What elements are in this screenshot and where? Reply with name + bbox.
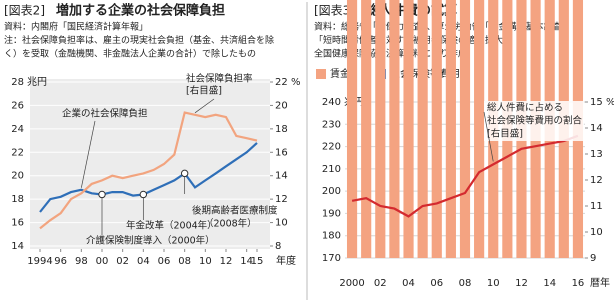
note: く）を受取（金融機関、非金融法人企業の合計）で除したもの: [4, 48, 256, 60]
y2-tick-label: 10: [275, 218, 288, 229]
y2-tick-label: 10: [590, 227, 603, 238]
x-tick-label: 10: [199, 256, 212, 267]
x-tick-label: 02: [116, 256, 129, 267]
y2-tick-label: 8: [275, 241, 281, 252]
note: 資料：内閣府「国民経済計算年報」: [4, 21, 148, 33]
note: 注：社会保障負担率は、雇主の現実社会負担（基金、共済組合を除: [4, 34, 274, 46]
y2-tick-label: 14: [590, 123, 603, 134]
y2-unit: %: [606, 97, 614, 108]
series-label: 企業の社会保障負担: [62, 108, 148, 120]
x-tick-label: 96: [54, 256, 67, 267]
x-tick-label: 02: [374, 278, 387, 289]
x-tick-label: 04: [402, 278, 415, 289]
y-tick-label: 190: [322, 208, 341, 219]
bar: [389, 0, 400, 258]
y2-tick-label: 22: [275, 77, 288, 88]
x-tick-label: 98: [75, 256, 88, 267]
event-label: （2008年）: [204, 218, 257, 230]
note: 「短時間労働者に対する被用者保険の適用拡大」、: [314, 34, 517, 46]
x-axis-label: 暦年: [590, 276, 610, 289]
bar: [403, 0, 414, 258]
series-label: 社会保障負担率: [186, 73, 253, 85]
bar: [445, 0, 456, 259]
y-tick-label: 240: [322, 97, 341, 108]
y-tick-label: 24: [11, 124, 24, 135]
y-tick-label: 180: [322, 231, 341, 242]
y2-tick-label: 12: [590, 175, 603, 186]
x-tick-label: 06: [430, 278, 443, 289]
x-tick-label: 10: [487, 278, 500, 289]
y-tick-label: 18: [11, 194, 24, 205]
figure-label: [図表2]: [4, 4, 45, 18]
event-marker: [180, 169, 189, 178]
y2-tick-label: 14: [275, 171, 288, 182]
y2-tick-label: 18: [275, 124, 288, 135]
legend-swatch: [316, 69, 326, 79]
bar: [417, 0, 428, 258]
y2-tick-label: 16: [275, 147, 288, 158]
leader: [483, 111, 494, 162]
series-label: [右目盛]: [487, 128, 523, 140]
x-tick-label: 12: [220, 256, 233, 267]
y-tick-label: 28: [11, 77, 24, 88]
y-tick-label: 16: [11, 218, 24, 229]
chart-title: 増加する企業の社会保障負担: [56, 3, 225, 19]
y-tick-label: 20: [11, 171, 24, 182]
y2-tick-label: 13: [590, 149, 603, 160]
x-tick-label: 04: [137, 256, 150, 267]
event-marker: [98, 190, 106, 199]
series-label: [右目盛]: [186, 85, 222, 97]
y-tick-label: 220: [322, 142, 341, 153]
x-tick-label: 06: [158, 256, 171, 267]
y2-tick-label: 11: [590, 201, 603, 212]
series-line: [39, 142, 258, 213]
y-tick-label: 26: [11, 100, 24, 111]
event-label: 後期高齢者医療制度: [192, 205, 278, 217]
series-line: [351, 134, 579, 218]
y-tick-label: 22: [11, 147, 24, 158]
bar: [459, 0, 471, 259]
x-tick-label: 14: [240, 256, 253, 267]
y2-tick-label: 20: [275, 100, 288, 111]
x-tick-label: 08: [178, 256, 191, 267]
bar: [474, 0, 485, 258]
event-label: 年金改革（2004年）: [126, 220, 217, 232]
series-label: 総人件費に占める: [487, 102, 563, 114]
x-axis-label: 年度: [276, 254, 296, 267]
figure-label: [図表3]: [314, 4, 355, 18]
y-tick-label: 200: [322, 186, 341, 197]
leader: [194, 98, 215, 114]
x-tick-label: 12: [515, 278, 528, 289]
x-tick-label: 15: [251, 256, 264, 267]
y-tick-label: 230: [322, 119, 341, 130]
y-unit: 兆円: [27, 76, 47, 88]
y2-tick-label: 9: [590, 253, 596, 264]
y-tick-label: 170: [322, 253, 341, 264]
event-label: 介護保険制度導入（2000年）: [86, 235, 215, 247]
label-background: [484, 101, 584, 141]
bar: [361, 0, 372, 258]
leader: [80, 120, 96, 188]
bar: [431, 0, 442, 259]
bar: [346, 0, 358, 258]
series-line: [39, 111, 258, 230]
x-tick-label: 16: [572, 278, 585, 289]
y-tick-label: 14: [11, 241, 24, 252]
bar: [375, 0, 386, 259]
x-tick-label: 1994: [27, 256, 52, 267]
series-label: 社会保険等費用の割合: [487, 115, 583, 127]
event-marker: [139, 190, 148, 199]
y2-tick-label: 15: [590, 97, 603, 108]
y-tick-label: 210: [322, 164, 341, 175]
legend-label: 賃金: [330, 67, 350, 80]
x-tick-label: 14: [543, 278, 556, 289]
x-tick-label: 08: [459, 278, 472, 289]
x-tick-label: 2000: [339, 278, 364, 289]
y2-unit: %: [291, 77, 301, 88]
y2-tick-label: 12: [275, 194, 288, 205]
x-tick-label: 00: [96, 256, 109, 267]
